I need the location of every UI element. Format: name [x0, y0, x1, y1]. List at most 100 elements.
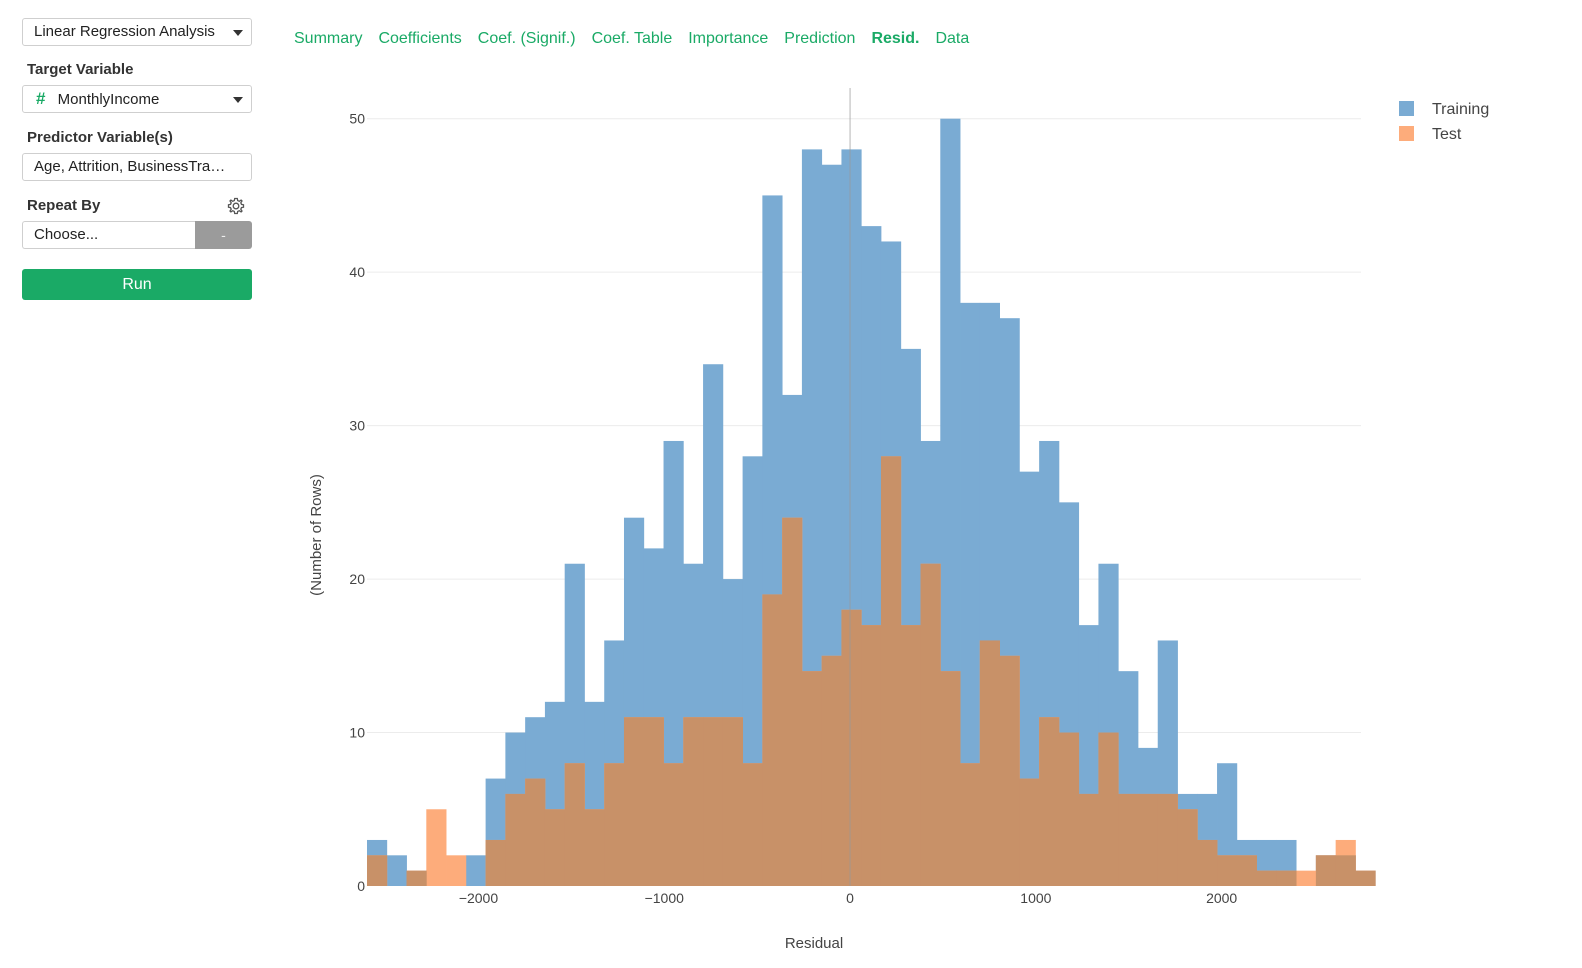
numeric-type-icon: #: [36, 89, 46, 108]
overlap-bar: [722, 717, 744, 886]
tab-summary[interactable]: Summary: [294, 30, 363, 47]
overlap-bar: [584, 809, 605, 886]
x-tick-label: −1000: [645, 890, 685, 906]
overlap-bar: [900, 625, 921, 886]
overlap-bar: [1177, 809, 1198, 886]
x-tick-label: 1000: [1020, 890, 1051, 906]
overlap-bar: [1236, 855, 1257, 886]
chevron-down-icon: [233, 97, 243, 103]
predictor-variables-label: Predictor Variable(s): [27, 129, 173, 146]
legend[interactable]: Training Test: [1399, 101, 1489, 143]
tab-data[interactable]: Data: [935, 30, 970, 47]
legend-swatch-test: [1399, 126, 1414, 141]
repeat-by-control: Choose... -: [22, 221, 252, 249]
y-tick-label: 50: [349, 111, 365, 127]
overlap-bar: [1276, 870, 1297, 886]
run-button[interactable]: Run: [22, 269, 252, 300]
overlap-bar: [1118, 793, 1139, 886]
overlap-bar: [1335, 855, 1356, 886]
overlap-bar: [1157, 793, 1178, 886]
tab-resid[interactable]: Resid.: [871, 30, 920, 47]
overlap-bar: [604, 763, 625, 886]
overlap-bar: [821, 655, 842, 886]
overlap-bar: [960, 763, 981, 886]
training-bar: [465, 855, 487, 886]
overlap-bar: [564, 763, 585, 886]
overlap-bar: [880, 456, 902, 886]
overlap-bar: [1098, 732, 1119, 886]
overlap-bar: [406, 870, 427, 886]
overlap-bar: [1217, 855, 1238, 886]
y-tick-label: 10: [349, 725, 365, 741]
training-bar: [960, 302, 981, 886]
overlap-bar: [841, 609, 862, 886]
overlap-bar: [623, 717, 645, 886]
gear-icon[interactable]: [226, 196, 246, 221]
predictor-variables-value: Age, Attrition, BusinessTra…: [34, 158, 226, 175]
tab-coef-signif[interactable]: Coef. (Signif.): [477, 30, 576, 47]
overlap-bar: [1039, 717, 1060, 886]
y-tick-label: 30: [349, 418, 365, 434]
repeat-by-select[interactable]: Choose...: [22, 221, 195, 249]
overlap-bar: [367, 855, 388, 886]
repeat-by-label: Repeat By: [27, 197, 252, 215]
y-tick-label: 40: [349, 264, 365, 280]
training-bar: [386, 855, 407, 886]
predictor-variables-select[interactable]: Age, Attrition, BusinessTra…: [22, 153, 252, 181]
y-axis-title: (Number of Rows): [308, 474, 325, 596]
overlap-bar: [505, 793, 526, 886]
tab-prediction[interactable]: Prediction: [784, 30, 856, 47]
overlap-bar: [1058, 732, 1080, 886]
overlap-bar: [1256, 870, 1277, 886]
x-tick-label: −2000: [459, 890, 499, 906]
x-tick-label: 2000: [1206, 890, 1237, 906]
chevron-down-icon: [233, 30, 243, 36]
overlap-bar: [683, 717, 704, 886]
legend-label-training: Training: [1432, 101, 1489, 118]
legend-label-test: Test: [1432, 126, 1462, 143]
overlay: [367, 88, 1376, 886]
analysis-tabs: Summary Coefficients Coef. (Signif.) Coef. …: [294, 29, 985, 51]
overlap-bar: [782, 517, 803, 886]
tab-importance[interactable]: Importance: [688, 30, 769, 47]
repeat-by-clear-button[interactable]: -: [195, 221, 252, 249]
target-variable-label: Target Variable: [27, 61, 134, 78]
x-axis-title: Residual: [785, 935, 843, 952]
test-bar: [1296, 870, 1317, 886]
test-bar: [426, 809, 447, 886]
y-tick-label: 20: [349, 571, 365, 587]
overlap-bar: [861, 625, 882, 886]
tab-coef-table[interactable]: Coef. Table: [591, 30, 673, 47]
overlap-bar: [525, 778, 546, 886]
overlap-bar: [1078, 793, 1099, 886]
overlap-bar: [940, 671, 961, 886]
overlap-bar: [544, 809, 566, 886]
test-bar: [446, 855, 467, 886]
sidebar: Linear Regression Analysis Target Variab…: [22, 18, 252, 300]
overlap-bar: [485, 839, 506, 886]
target-variable-select[interactable]: # MonthlyIncome: [22, 85, 252, 113]
tab-coefficients[interactable]: Coefficients: [378, 30, 462, 47]
overlap-bar: [663, 763, 684, 886]
x-tick-label: 0: [846, 890, 854, 906]
overlap-bar: [643, 717, 664, 886]
analysis-type-value: Linear Regression Analysis: [34, 23, 215, 40]
overlap-bar: [801, 671, 823, 886]
overlap-bar: [979, 640, 1000, 886]
overlap-bar: [1137, 793, 1159, 886]
overlap-bar: [1197, 839, 1218, 886]
overlap-bar: [1315, 855, 1337, 886]
legend-swatch-training: [1399, 101, 1414, 116]
analysis-type-select[interactable]: Linear Regression Analysis: [22, 18, 252, 46]
y-tick-label: 0: [357, 878, 365, 894]
overlap-bar: [1019, 778, 1040, 886]
overlap-bar: [703, 717, 724, 886]
repeat-by-label-text: Repeat By: [27, 197, 101, 214]
target-variable-value: MonthlyIncome: [57, 91, 160, 108]
overlap-bar: [1355, 870, 1376, 886]
axes: 0 10 20 30 40 50 −2000 −1000 0 1000 2000 Residual (N…: [308, 111, 1237, 952]
overlap-bar: [742, 763, 763, 886]
overlap-bar: [762, 594, 783, 886]
overlap-bar: [999, 655, 1020, 886]
